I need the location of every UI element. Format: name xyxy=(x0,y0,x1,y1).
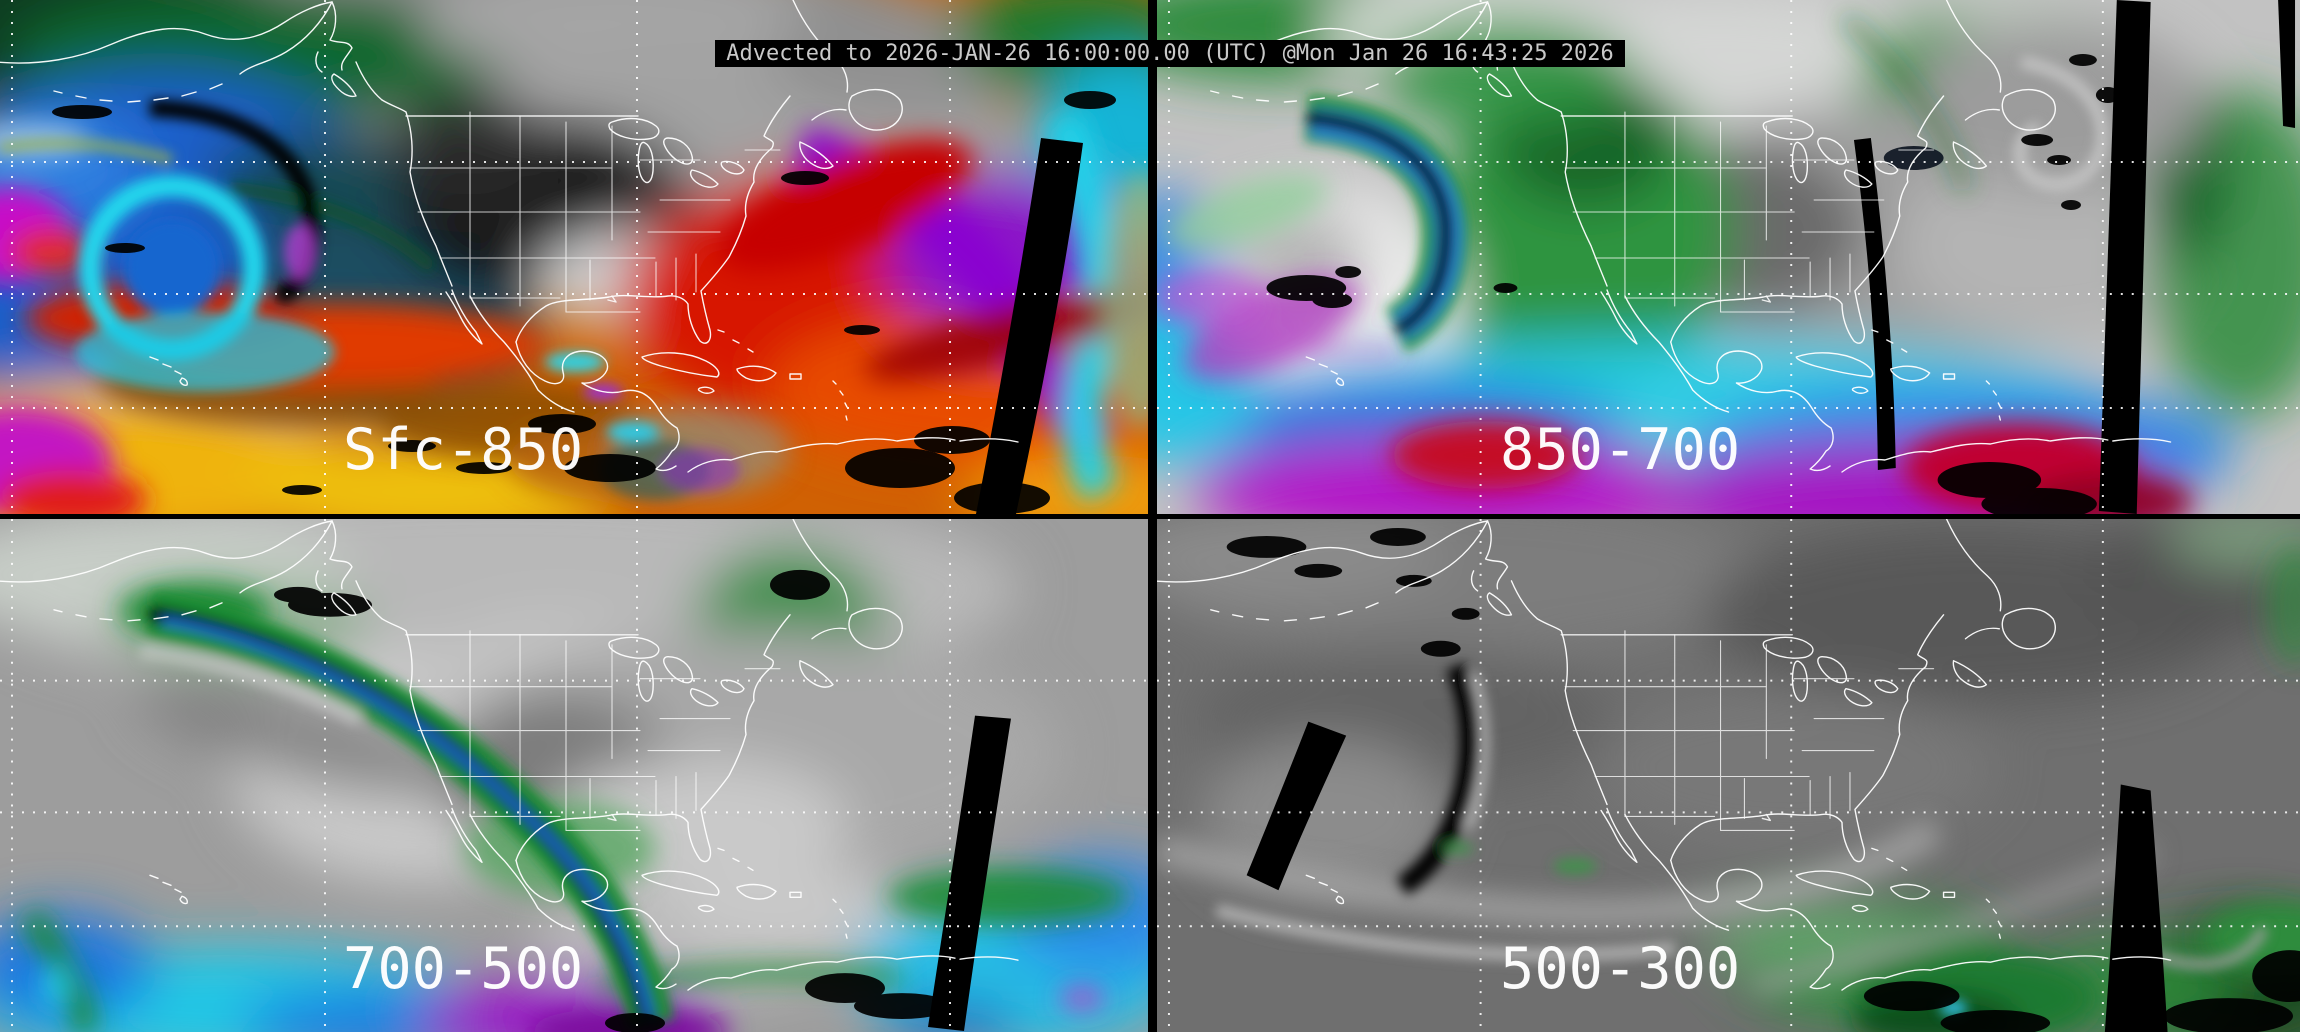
satellite-gap-swath xyxy=(928,715,1011,1032)
panel-label-700-500: 700-500 xyxy=(343,936,584,1002)
satellite-gap-swath xyxy=(976,138,1083,514)
satellite-gap-swath xyxy=(2098,0,2151,514)
moisture-field-sfc-850 xyxy=(0,0,1148,514)
moisture-field-850-700 xyxy=(1157,0,2300,514)
panel-850-700: 850-700 xyxy=(1157,0,2300,514)
moisture-field-700-500 xyxy=(0,519,1148,1032)
panel-700-500: 700-500 xyxy=(0,519,1148,1032)
panel-500-300: 500-300 xyxy=(1157,519,2300,1032)
panel-label-850-700: 850-700 xyxy=(1500,417,1741,483)
satellite-gap-sliver xyxy=(1853,138,1896,470)
moisture-field-500-300 xyxy=(1157,519,2300,1032)
edge-gap xyxy=(2278,0,2296,128)
panel-label-sfc-850: Sfc-850 xyxy=(343,417,584,483)
panel-label-500-300: 500-300 xyxy=(1500,936,1741,1002)
satellite-gap-swath xyxy=(1246,721,1347,891)
satellite-gap-swath xyxy=(2104,784,2168,1032)
advisory-banner: Advected to 2026-JAN-26 16:00:00.00 (UTC… xyxy=(715,40,1625,67)
panel-sfc-850: Sfc-850 xyxy=(0,0,1148,514)
